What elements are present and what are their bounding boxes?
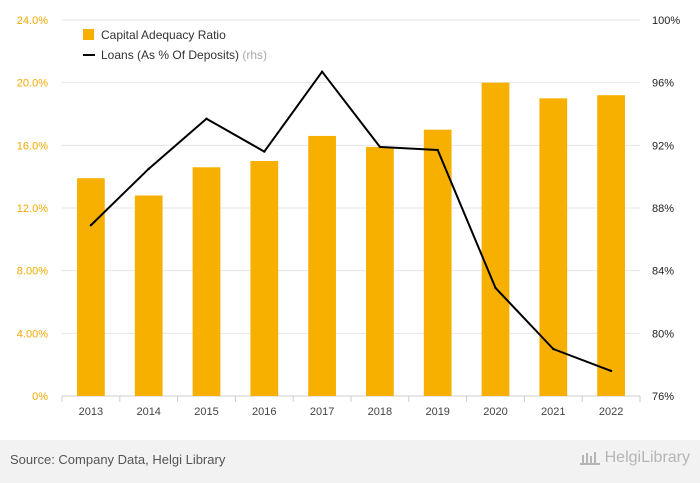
right-tick-label: 80% (652, 328, 674, 340)
right-tick-label: 84% (652, 266, 674, 278)
footer: Source: Company Data, Helgi Library Helg… (0, 440, 700, 483)
legend-line-text: Loans (As % Of Deposits) (101, 48, 242, 62)
bar-2014 (134, 195, 163, 396)
loans-point-2013 (89, 224, 93, 227)
x-tick-label: 2014 (136, 406, 160, 418)
loans-point-2019 (436, 148, 439, 152)
bar-2020 (481, 82, 510, 397)
loans-line (90, 70, 612, 372)
bar-2016 (250, 161, 279, 396)
loans-point-2020 (494, 286, 497, 290)
loans-point-2015 (205, 117, 208, 120)
x-tick-label: 2017 (310, 406, 334, 418)
brand-logo: HelgiLibrary (579, 449, 690, 467)
right-tick-label: 100% (652, 15, 680, 27)
loans-point-2021 (552, 347, 555, 351)
combo-chart: 0% 4.00% 8.00% 12.0% 16.0% 20.0% 24.0% 76% 80% 84… (17, 15, 681, 418)
left-tick-label: 8.00% (17, 266, 48, 278)
left-tick-label: 16.0% (17, 140, 48, 152)
right-tick-label: 76% (652, 391, 674, 403)
bar-2019 (423, 129, 452, 396)
legend-line-label: Loans (As % Of Deposits) (rhs) (101, 48, 267, 62)
bar-2018 (366, 146, 394, 396)
brand-name: HelgiLibrary (604, 449, 690, 466)
bar-2015 (192, 167, 221, 396)
x-tick-label: 2015 (194, 406, 218, 418)
loans-point-2014 (147, 167, 150, 171)
bar-2017 (308, 135, 336, 396)
left-tick-label: 20.0% (17, 78, 48, 90)
left-tick-label: 4.00% (17, 328, 48, 340)
x-tick-label: 2019 (425, 406, 449, 418)
library-icon (579, 452, 600, 465)
right-tick-label: 92% (652, 140, 674, 152)
x-tick-label: 2013 (79, 406, 103, 418)
left-tick-label: 0% (32, 391, 48, 403)
bar-2022 (597, 95, 625, 396)
x-tick-label: 2020 (483, 406, 507, 418)
right-tick-label: 88% (652, 203, 674, 215)
loans-point-2022 (609, 369, 613, 373)
loans-point-2017 (320, 70, 324, 73)
bar-2013 (77, 178, 105, 396)
source-text: Source: Company Data, Helgi Library (10, 452, 226, 467)
x-tick-label: 2022 (599, 406, 623, 418)
legend-rhs-tag: (rhs) (242, 48, 267, 62)
bar-2021 (539, 98, 568, 396)
left-tick-label: 24.0% (17, 15, 48, 27)
right-tick-label: 96% (652, 78, 674, 90)
loans-point-2016 (263, 150, 266, 153)
left-tick-label: 12.0% (17, 203, 48, 215)
legend-bar-label: Capital Adequacy Ratio (101, 28, 226, 42)
x-tick-label: 2021 (541, 406, 565, 418)
loans-point-2018 (378, 145, 382, 149)
x-tick-label: 2018 (368, 406, 392, 418)
chart-container: 0% 4.00% 8.00% 12.0% 16.0% 20.0% 24.0% 76% 80% 84… (17, 15, 681, 418)
legend-bar-swatch (83, 29, 94, 40)
x-tick-label: 2016 (252, 406, 276, 418)
